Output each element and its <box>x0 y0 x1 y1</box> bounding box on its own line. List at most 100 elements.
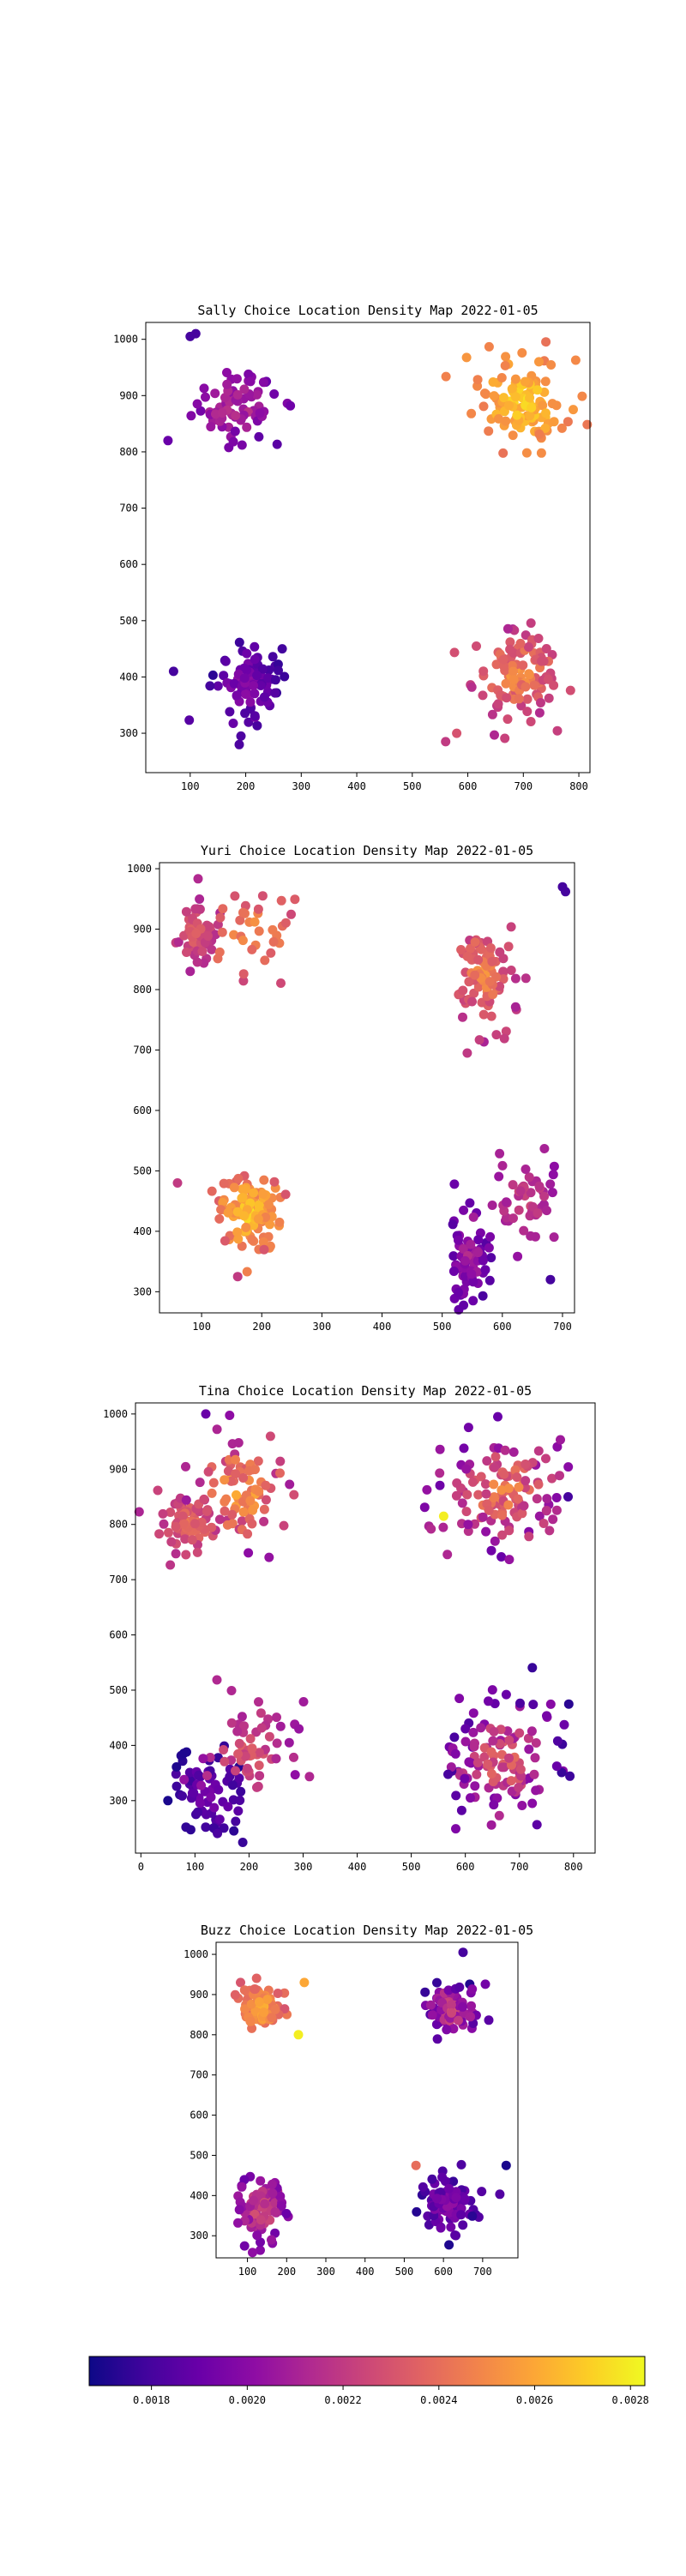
scatter-point <box>427 2174 437 2184</box>
scatter-point <box>268 936 279 947</box>
scatter-point <box>256 681 266 690</box>
scatter-point <box>284 1737 294 1748</box>
scatter-point <box>203 931 213 941</box>
scatter-point <box>267 2179 277 2189</box>
scatter-point <box>181 1822 191 1833</box>
scatter-point <box>494 413 503 424</box>
scatter-point <box>505 637 515 647</box>
scatter-point <box>273 1989 283 1998</box>
scatter-point <box>488 1736 498 1746</box>
scatter-point <box>519 1501 529 1511</box>
scatter-point <box>178 1791 187 1801</box>
y-tick-label: 800 <box>109 1519 128 1531</box>
scatter-point <box>251 1973 262 1983</box>
scatter-point <box>534 1511 545 1521</box>
x-tick-label: 200 <box>240 1861 259 1873</box>
y-tick-label: 400 <box>119 671 138 683</box>
scatter-point <box>525 393 535 403</box>
scatter-point <box>510 374 521 384</box>
scatter-point <box>280 2004 290 2014</box>
scatter-point <box>454 1982 465 1992</box>
scatter-point <box>545 1526 555 1536</box>
scatter-point <box>264 1552 274 1562</box>
scatter-point <box>208 1478 219 1488</box>
scatter-point <box>500 1445 510 1455</box>
scatter-point <box>486 1769 496 1779</box>
scatter-point <box>158 1508 168 1519</box>
scatter-point <box>250 641 260 652</box>
scatter-point <box>473 1248 483 1258</box>
scatter-point <box>286 909 296 919</box>
scatter-point <box>242 1267 252 1277</box>
scatter-point <box>463 1520 473 1530</box>
scatter-point <box>238 1838 248 1847</box>
y-tick-label: 1000 <box>103 1408 128 1420</box>
scatter-point <box>489 1479 499 1490</box>
scatter-point <box>540 376 551 387</box>
scatter-point <box>250 1465 260 1475</box>
scatter-point <box>238 969 249 979</box>
scatter-point <box>225 707 235 717</box>
scatter-point <box>446 1762 456 1773</box>
scatter-point <box>499 1033 509 1044</box>
scatter-point <box>488 377 498 387</box>
scatter-point <box>544 693 554 703</box>
scatter-point <box>178 1748 189 1759</box>
scatter-point <box>239 1985 250 1995</box>
scatter-point <box>542 1206 551 1216</box>
scatter-point <box>275 1721 286 1731</box>
scatter-point <box>504 1753 514 1763</box>
scatter-point <box>238 976 249 986</box>
scatter-point <box>238 936 248 946</box>
scatter-point <box>230 1989 240 2000</box>
scatter-point <box>432 2034 442 2044</box>
scatter-point <box>470 937 480 948</box>
scatter-point <box>551 1493 562 1502</box>
scatter-point <box>276 895 286 906</box>
scatter-point <box>458 2001 467 2012</box>
scatter-point <box>524 670 534 680</box>
scatter-point <box>497 1160 508 1171</box>
x-tick-label: 300 <box>292 780 310 792</box>
scatter-point <box>478 666 489 677</box>
scatter-point <box>280 1189 291 1200</box>
scatter-point <box>451 1824 460 1834</box>
scatter-point <box>247 1743 257 1754</box>
scatter-point <box>508 675 519 685</box>
scatter-point <box>267 2013 277 2023</box>
scatter-point <box>289 1752 298 1762</box>
scatter-point <box>277 644 287 654</box>
scatter-point <box>523 642 533 652</box>
scatter-point <box>534 357 544 367</box>
scatter-point <box>485 943 496 953</box>
scatter-point <box>496 1552 507 1562</box>
scatter-point <box>438 1522 448 1532</box>
scatter-point <box>252 1782 262 1792</box>
scatter-point <box>472 375 483 385</box>
scatter-point <box>569 405 578 415</box>
scatter-point <box>435 1480 445 1490</box>
x-tick-label: 400 <box>348 1861 367 1873</box>
scatter-point <box>501 2160 511 2170</box>
scatter-point <box>165 1508 176 1517</box>
scatter-point <box>280 918 291 928</box>
scatter-point <box>548 1170 558 1180</box>
scatter-point <box>220 1756 230 1766</box>
scatter-point <box>201 1409 211 1419</box>
scatter-point <box>259 1516 269 1526</box>
scatter-point <box>268 2188 278 2199</box>
y-tick-label: 800 <box>190 2029 208 2041</box>
scatter-point <box>244 1548 254 1558</box>
scatter-point <box>233 1748 244 1759</box>
scatter-point <box>181 1461 190 1472</box>
scatter-point <box>548 1514 558 1525</box>
scatter-point <box>184 1767 195 1778</box>
y-tick-label: 600 <box>119 558 138 570</box>
x-axis: 100 200 300 400 500 600 700 <box>238 2258 492 2278</box>
scatter-point <box>545 1179 556 1189</box>
scatter-point <box>561 887 570 897</box>
scatter-point <box>214 1785 224 1795</box>
scatter-point <box>256 2245 265 2255</box>
scatter-point <box>208 670 218 680</box>
scatter-point <box>234 1738 244 1748</box>
